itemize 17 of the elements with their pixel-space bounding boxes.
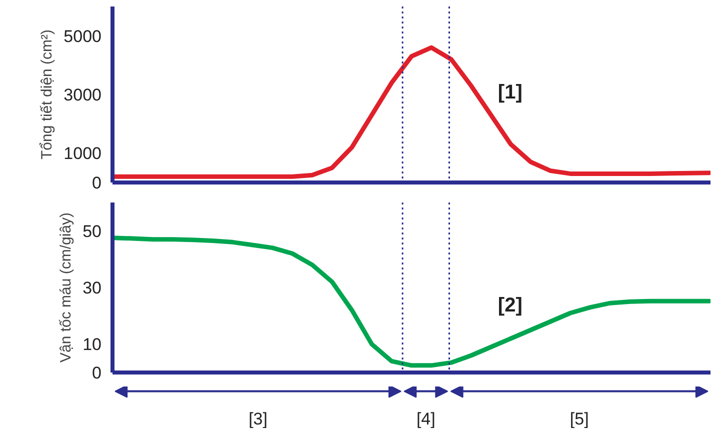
line-series: [112, 45, 710, 179]
y-tick-label: 50: [82, 222, 102, 241]
annotation: [1]: [498, 81, 522, 104]
y-tick-label: 10: [82, 335, 102, 354]
text: [3]: [248, 410, 268, 429]
line-series: [112, 236, 710, 368]
y-tick-label: 3000: [64, 86, 102, 104]
text: [5]: [570, 410, 589, 429]
y-tick-label: 0: [92, 364, 102, 382]
y-tick-label: 1000: [64, 144, 102, 164]
y-tick-label: 5000: [64, 26, 102, 46]
y-tick-label: 30: [82, 278, 102, 298]
text: [4]: [416, 410, 436, 429]
annotation: [2]: [498, 294, 522, 316]
y-tick-label: 0: [92, 174, 102, 192]
y-axis-title: Vận tốc máu (cm/giây): [58, 212, 75, 363]
y-axis-title: Tổng tiết diện (cm²): [38, 29, 56, 160]
